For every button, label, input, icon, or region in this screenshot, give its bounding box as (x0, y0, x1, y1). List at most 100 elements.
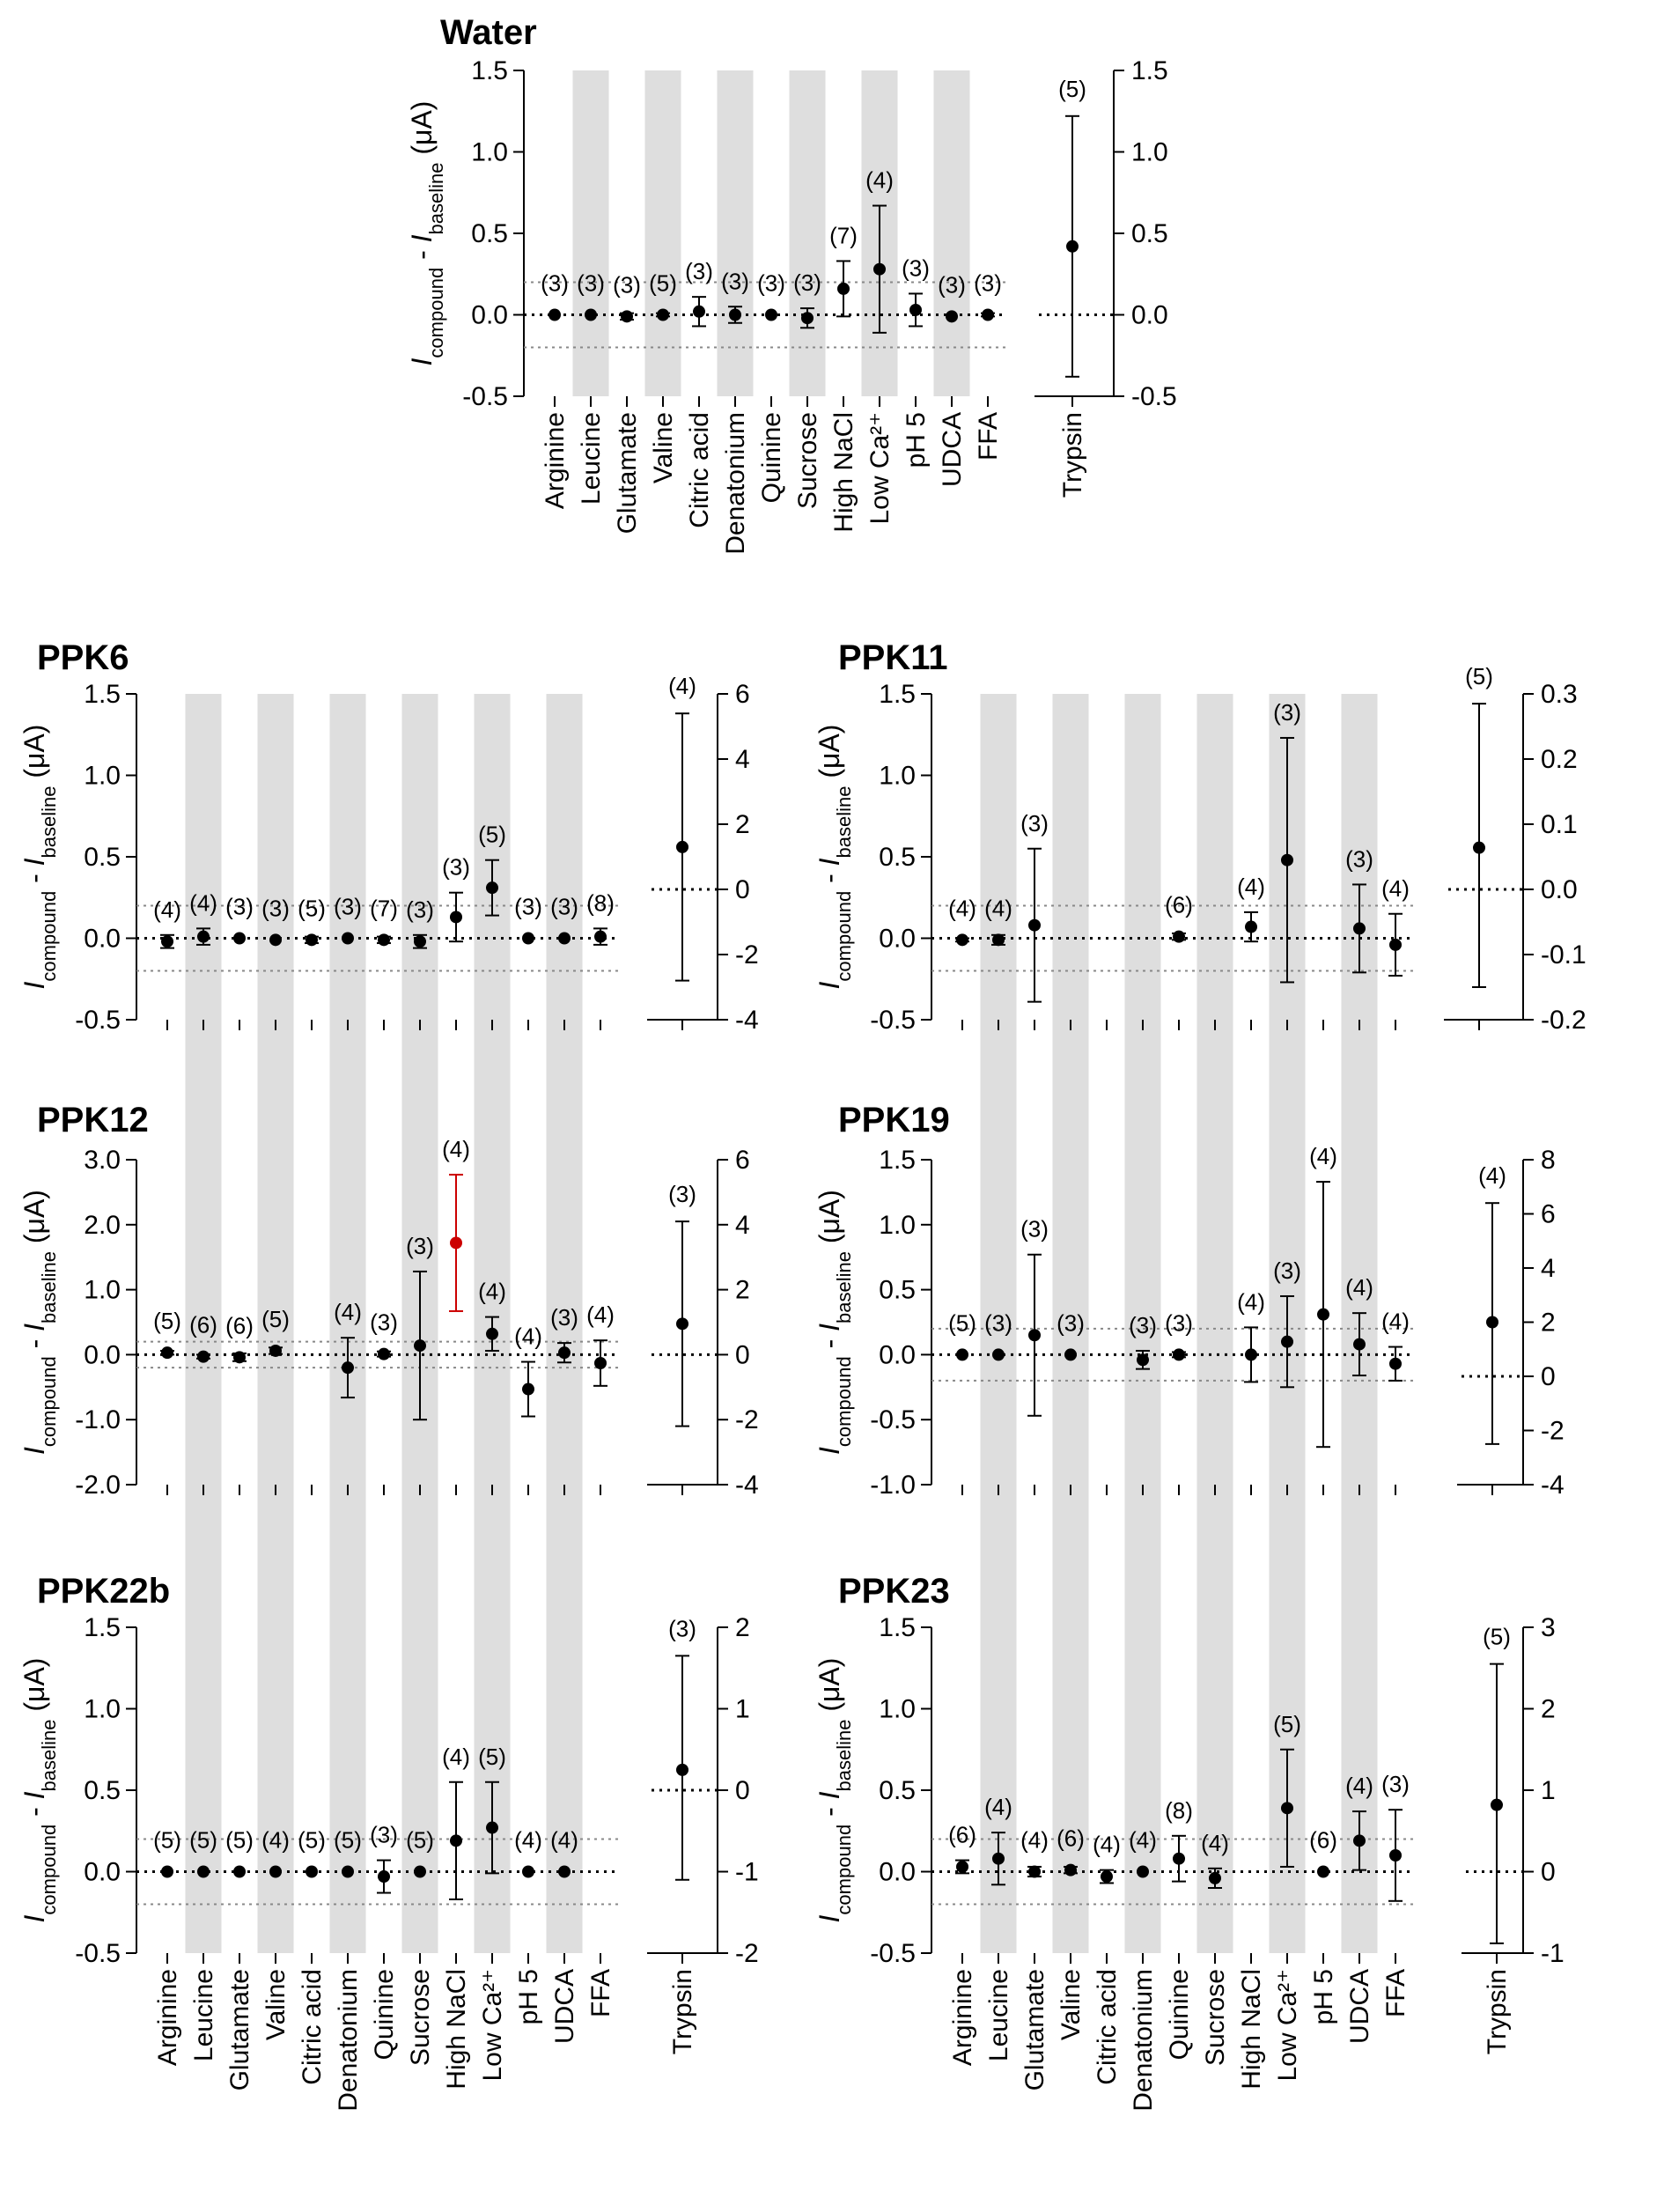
y-label-part: (μA) (18, 725, 50, 786)
trypsin-point (676, 840, 688, 853)
y-tick-label: 3.0 (84, 1146, 121, 1175)
data-point (233, 1865, 246, 1878)
n-label: (3) (406, 1233, 434, 1259)
data-point (1389, 938, 1402, 951)
data-point (486, 881, 498, 895)
y-tick-label: -0.5 (462, 382, 508, 411)
y-tick-label: -0.5 (870, 1006, 916, 1035)
n-label: (4) (550, 1827, 578, 1854)
y-label-part: baseline (425, 163, 447, 235)
y-label-part: baseline (833, 1251, 855, 1324)
data-point (992, 933, 1005, 947)
trypsin-y-tick-label: 2 (735, 1613, 750, 1642)
y-tick-label: 0.5 (879, 843, 916, 872)
y-label-part: (μA) (814, 1658, 845, 1720)
y-label-part: - (406, 242, 438, 267)
panel-title: PPK11 (838, 638, 948, 677)
category-label: Citric acid (685, 412, 714, 528)
y-axis-label: Icompound - Ibaseline (μA) (814, 1190, 855, 1455)
category-label: Low Ca²⁺ (1273, 1969, 1302, 2082)
trypsin-y-tick-label: -2 (735, 1405, 759, 1434)
y-label-part: - (18, 1331, 50, 1356)
data-point (233, 932, 246, 945)
category-label: Glutamate (1020, 1969, 1049, 2090)
category-label: Sucrose (406, 1969, 435, 2066)
y-tick-label: 1.0 (879, 762, 916, 791)
n-label: (4) (1345, 1274, 1373, 1301)
data-point (837, 282, 850, 295)
data-point (909, 303, 922, 316)
n-label: (8) (586, 889, 615, 916)
category-label: Denatonium (334, 1969, 363, 2112)
y-tick-label: 1.5 (879, 1146, 916, 1175)
data-point (729, 308, 741, 321)
panel-ppk6: PPK6 1.5 1.0 0.5 0.0 -0.5 Icompound - Ibaselin… (18, 638, 759, 1035)
n-label: (5) (948, 1309, 976, 1336)
trypsin-n-label: (5) (1465, 663, 1493, 689)
n-label: (3) (1020, 810, 1049, 837)
data-point (1389, 1849, 1402, 1862)
n-label: (5) (298, 1827, 326, 1854)
data-point (414, 1865, 426, 1878)
trypsin-y-tick-label: 8 (1541, 1146, 1556, 1175)
n-label: (3) (514, 894, 542, 920)
category-label: UDCA (1345, 1969, 1374, 2044)
category-label: pH 5 (514, 1969, 543, 2024)
shade-stripe (644, 70, 681, 396)
category-label: Valine (649, 412, 678, 483)
trypsin-y-tick-label: 0 (735, 1776, 750, 1805)
data-point (594, 930, 607, 943)
y-tick-label: 0.5 (879, 1276, 916, 1305)
trypsin-y-tick-label: 6 (735, 1146, 750, 1175)
data-point (1064, 1863, 1077, 1877)
data-point (342, 932, 354, 945)
data-point (414, 935, 426, 948)
n-label: (6) (1309, 1827, 1337, 1854)
trypsin-y-tick-label: -0.5 (1131, 382, 1177, 411)
data-point (1173, 1852, 1185, 1865)
n-label: (3) (685, 258, 713, 284)
y-tick-label: 1.5 (84, 1613, 121, 1642)
trypsin-point (1066, 240, 1079, 253)
data-point (233, 1351, 246, 1364)
trypsin-n-label: (3) (668, 1181, 696, 1207)
y-label-part: I (18, 1324, 50, 1331)
n-label: (4) (1381, 1309, 1410, 1335)
y-tick-label: -1.0 (870, 1471, 916, 1500)
y-label-part: I (814, 1791, 845, 1799)
trypsin-point (1473, 841, 1485, 854)
y-tick-label: 0.0 (471, 301, 508, 330)
data-point (1245, 1348, 1257, 1361)
y-label-part: baseline (833, 1720, 855, 1792)
shade-stripe (980, 694, 1017, 1953)
y-label-part: (μA) (406, 101, 438, 163)
n-label: (4) (189, 889, 217, 916)
data-point (522, 1382, 534, 1396)
y-tick-label: -0.5 (75, 1939, 121, 1968)
y-tick-label: 0.0 (879, 1340, 916, 1369)
n-label: (4) (1093, 1832, 1121, 1858)
y-label-part: I (814, 1914, 845, 1922)
trypsin-y-tick-label: 2 (1541, 1695, 1556, 1724)
n-label: (4) (1237, 874, 1265, 900)
trypsin-y-tick-label: 0 (1541, 1362, 1556, 1391)
y-tick-label: 0.5 (84, 1776, 121, 1805)
y-tick-label: 1.5 (879, 680, 916, 709)
category-label: Arginine (948, 1969, 977, 2066)
data-point (956, 1348, 968, 1361)
shade-stripe (257, 694, 294, 1953)
trypsin-n-label: (4) (1478, 1162, 1506, 1189)
panel-title: PPK12 (37, 1101, 149, 1139)
category-label: Low Ca²⁺ (478, 1969, 507, 2082)
y-label-part: I (814, 1324, 845, 1331)
data-point (450, 1236, 462, 1250)
n-label: (5) (189, 1827, 217, 1854)
n-label: (4) (1201, 1830, 1229, 1856)
data-point (621, 310, 633, 323)
trypsin-point (1491, 1798, 1503, 1811)
category-label: Leucine (577, 412, 606, 505)
data-point (1028, 1329, 1041, 1342)
n-label: (7) (829, 222, 858, 248)
data-point (1137, 1865, 1149, 1878)
